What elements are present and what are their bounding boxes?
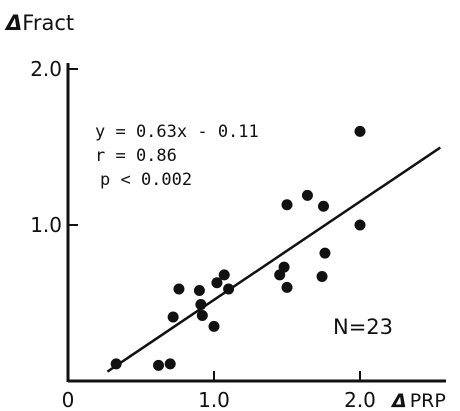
- data-point: [354, 219, 366, 231]
- data-point: [153, 359, 165, 371]
- data-point: [354, 125, 366, 137]
- x-tick-label: 1.0: [198, 388, 230, 411]
- y-tick-label: 2.0: [30, 57, 62, 81]
- data-point: [211, 277, 223, 289]
- data-point: [318, 200, 329, 212]
- data-point: [218, 269, 230, 281]
- data-point: [278, 261, 290, 273]
- regression-line-group: [106, 146, 441, 373]
- data-point: [208, 320, 220, 332]
- data-point: [223, 283, 235, 295]
- correlation-coefficient: r = 0.86: [95, 146, 177, 166]
- x-axis-delta-symbol: Δ: [390, 390, 407, 411]
- data-point: [196, 309, 208, 321]
- y-axis-delta-symbol: Δ: [4, 11, 22, 35]
- data-point: [281, 281, 293, 293]
- x-axis-label: Δ PRP: [390, 390, 446, 411]
- data-point: [195, 299, 207, 311]
- regression-equation: y = 0.63x - 0.11: [95, 122, 259, 142]
- data-points-group: [110, 125, 366, 371]
- data-point: [110, 358, 122, 370]
- y-axis-label: ΔFract: [4, 11, 74, 35]
- data-point: [167, 311, 179, 323]
- data-point: [193, 285, 205, 297]
- x-tick-label: 2.0: [344, 388, 376, 411]
- data-point: [316, 270, 328, 282]
- data-point: [319, 247, 331, 259]
- tick-group: 0 1.0 2.0 1.0 2.0: [30, 57, 376, 411]
- data-point: [173, 283, 185, 295]
- x-tick-label: 0: [62, 388, 75, 411]
- regression-line: [106, 146, 441, 373]
- data-point: [281, 199, 293, 211]
- y-tick-label: 1.0: [30, 213, 62, 237]
- data-point: [301, 189, 313, 201]
- sample-size: N=23: [333, 315, 393, 339]
- p-value: p < 0.002: [100, 170, 192, 190]
- data-point: [164, 358, 176, 370]
